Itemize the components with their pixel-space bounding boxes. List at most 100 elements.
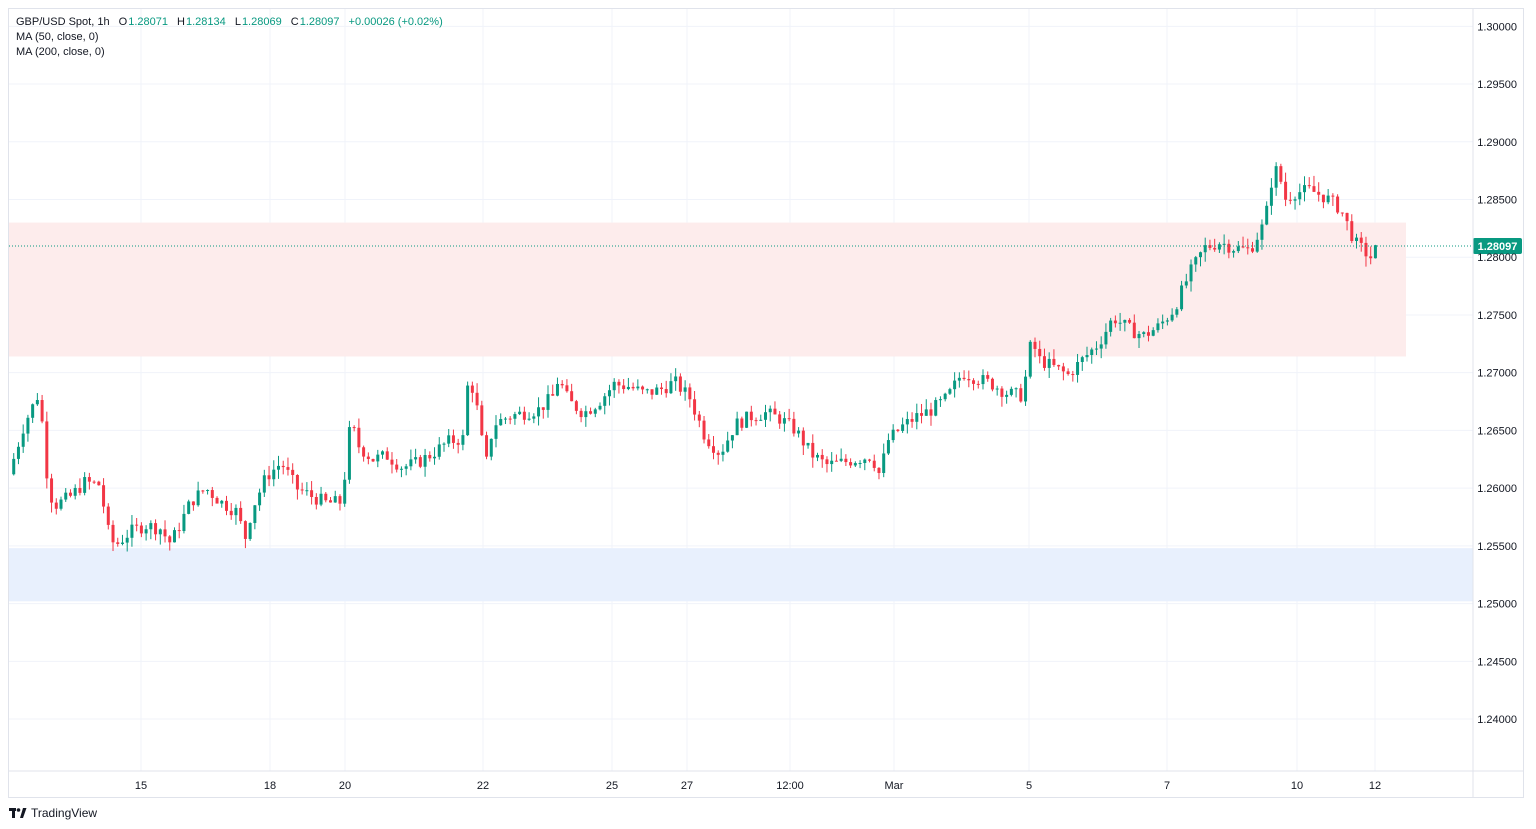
candle-down xyxy=(300,489,304,491)
candle-down xyxy=(291,469,295,475)
candle-up xyxy=(1303,185,1307,193)
candle-up xyxy=(1165,320,1169,322)
candle-up xyxy=(21,433,25,447)
candle-up xyxy=(1047,358,1051,368)
interval-label[interactable]: 1h xyxy=(97,16,110,28)
candle-up xyxy=(466,385,470,436)
footer: TradingView xyxy=(9,805,97,821)
candle-up xyxy=(1118,322,1122,324)
candle-up xyxy=(527,418,531,420)
candle-down xyxy=(820,454,824,460)
candle-up xyxy=(612,381,616,391)
symbol-label[interactable]: GBP/USD Spot xyxy=(16,16,92,28)
candle-down xyxy=(844,458,848,463)
open-value: 1.28071 xyxy=(128,16,168,28)
candle-down xyxy=(1071,374,1075,376)
candle-up xyxy=(626,386,630,390)
candle-up xyxy=(1009,388,1013,395)
candle-up xyxy=(1104,331,1108,345)
candle-down xyxy=(116,542,120,544)
candle-down xyxy=(281,465,285,468)
candle-down xyxy=(801,430,805,446)
candle-down xyxy=(385,451,389,460)
candle-up xyxy=(433,456,437,459)
candle-up xyxy=(182,513,186,532)
candle-up xyxy=(437,444,441,457)
candle-down xyxy=(1128,319,1132,323)
candle-down xyxy=(1132,322,1136,339)
candle-down xyxy=(778,414,782,424)
candle-down xyxy=(711,446,715,453)
candle-down xyxy=(154,523,158,535)
candle-up xyxy=(603,396,607,406)
resistance-zone xyxy=(9,222,1406,357)
candle-down xyxy=(617,381,621,386)
candle-up xyxy=(343,479,347,504)
candle-down xyxy=(390,459,394,465)
candle-up xyxy=(938,399,942,401)
indicator-ma50[interactable]: MA (50, close, 0) xyxy=(16,31,99,43)
candle-down xyxy=(1250,248,1254,252)
candle-up xyxy=(31,404,35,418)
candle-down xyxy=(1246,247,1250,249)
candle-up xyxy=(1024,376,1028,402)
candle-up xyxy=(262,475,266,493)
indicator-ma200[interactable]: MA (200, close, 0) xyxy=(16,46,105,58)
candle-up xyxy=(1222,243,1226,245)
candle-up xyxy=(409,459,413,467)
candle-down xyxy=(1369,256,1373,259)
candle-up xyxy=(447,435,451,444)
candle-up xyxy=(518,411,522,415)
brand-label[interactable]: TradingView xyxy=(31,806,98,820)
candle-down xyxy=(929,409,933,416)
candle-down xyxy=(418,457,422,467)
candle-up xyxy=(764,412,767,420)
candle-down xyxy=(168,536,172,543)
candle-down xyxy=(191,501,195,506)
candle-down xyxy=(560,383,564,386)
candle-down xyxy=(50,478,54,503)
candle-down xyxy=(697,414,701,421)
candle-down xyxy=(551,394,555,396)
candle-down xyxy=(139,525,143,534)
candle-down xyxy=(428,455,432,459)
candle-up xyxy=(924,409,928,416)
candle-up xyxy=(858,463,862,465)
candle-down xyxy=(1038,348,1042,357)
candle-down xyxy=(106,506,110,525)
candle-down xyxy=(986,375,990,379)
candle-down xyxy=(1241,246,1245,248)
candle-up xyxy=(347,427,351,480)
candle-up xyxy=(442,443,446,445)
candle-down xyxy=(201,490,205,492)
candle-up xyxy=(598,405,602,410)
high-value: 1.28134 xyxy=(185,16,226,28)
change-value: +0.00026 (+0.02%) xyxy=(348,16,443,28)
candle-up xyxy=(1175,309,1179,315)
candle-down xyxy=(210,490,214,498)
y-tick-label: 1.28000 xyxy=(1477,252,1517,264)
candle-up xyxy=(953,380,957,390)
candle-up xyxy=(503,418,507,420)
candle-down xyxy=(1057,364,1061,367)
candle-down xyxy=(352,427,356,429)
candle-down xyxy=(267,475,271,480)
candle-down xyxy=(896,429,900,431)
candle-up xyxy=(234,507,238,516)
candle-down xyxy=(1312,186,1316,192)
candle-up xyxy=(1028,341,1032,377)
candle-down xyxy=(740,418,744,428)
candle-down xyxy=(1227,243,1231,253)
candle-down xyxy=(1345,212,1349,222)
candle-up xyxy=(277,465,281,470)
candle-up xyxy=(1217,244,1221,250)
candle-down xyxy=(664,389,668,394)
low-label: L xyxy=(234,16,241,28)
last-price-tag xyxy=(1473,238,1522,255)
candle-up xyxy=(1260,224,1264,240)
y-tick-label: 1.27000 xyxy=(1477,368,1517,380)
candle-up xyxy=(248,523,252,539)
candle-up xyxy=(196,490,200,506)
candle-down xyxy=(92,481,96,483)
